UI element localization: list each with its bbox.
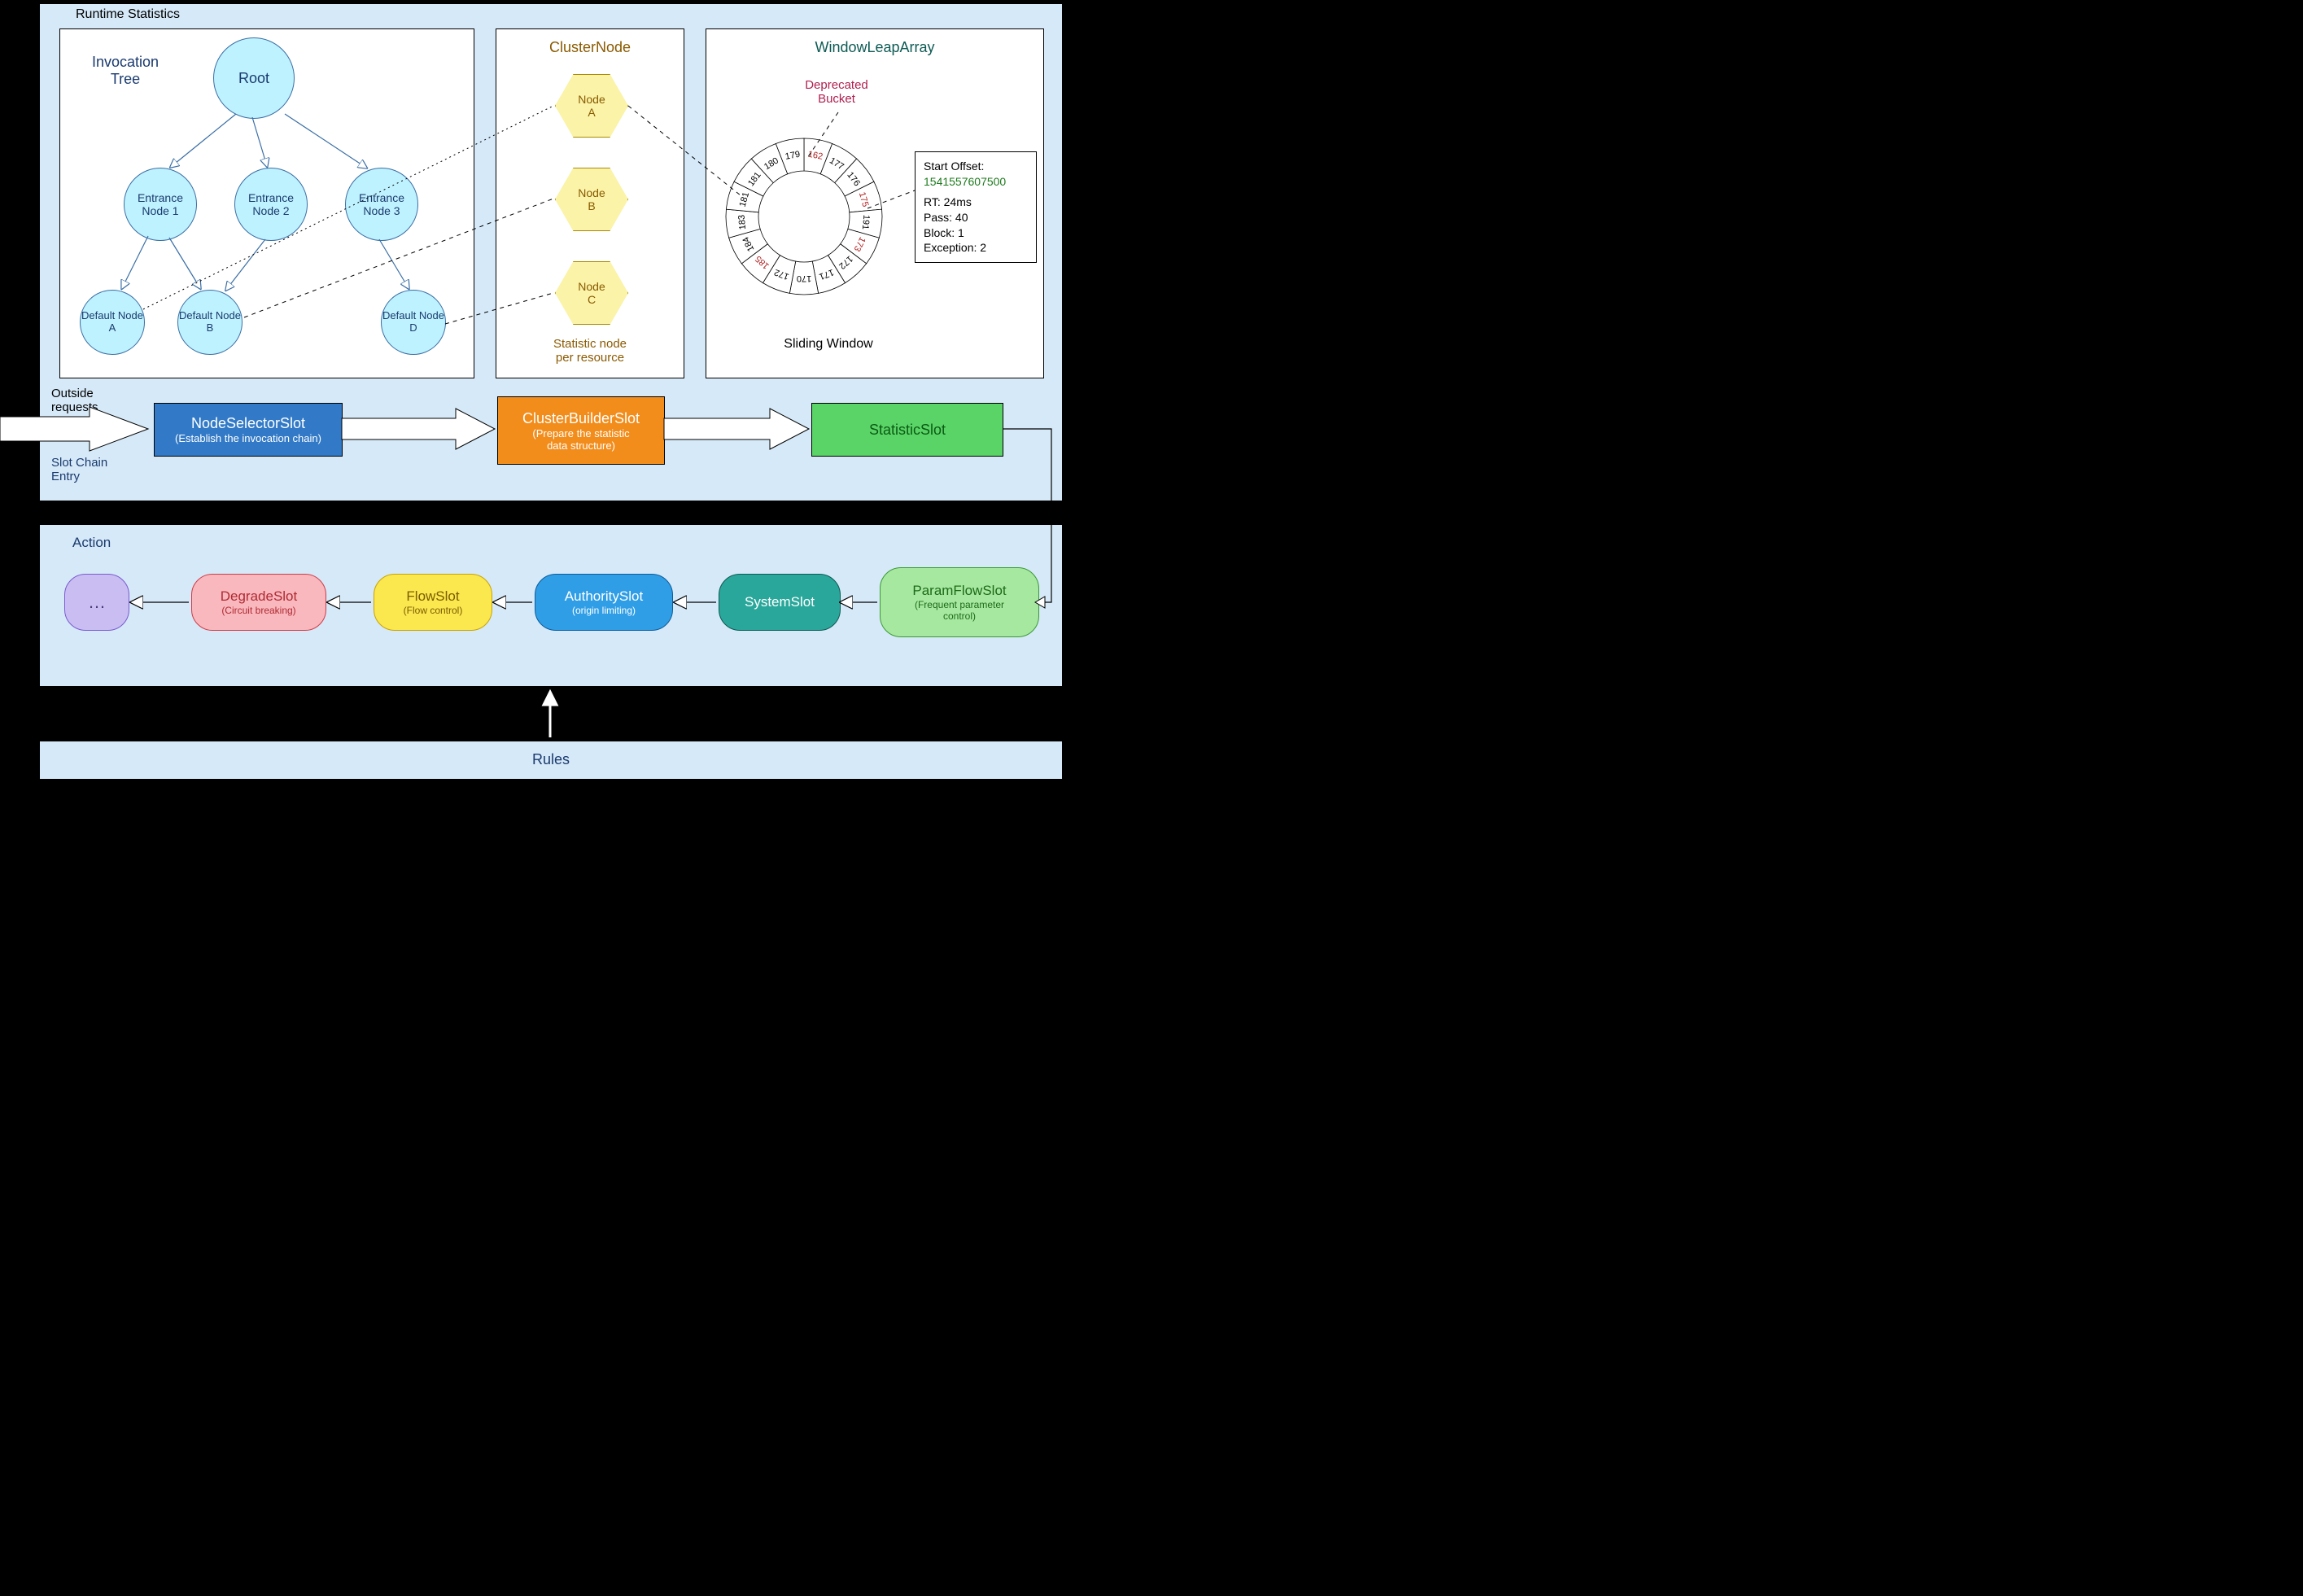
default-node-d: Default Node D: [381, 290, 446, 355]
cluster-builder-slot-sub: (Prepare the statistic data structure): [532, 427, 629, 452]
cluster-builder-slot: ClusterBuilderSlot (Prepare the statisti…: [497, 396, 665, 465]
node-selector-slot-name: NodeSelectorSlot: [191, 415, 305, 432]
cluster-node-panel: ClusterNode Node A Node B Node C Statist…: [496, 28, 684, 378]
sliding-window-caption: Sliding Window: [723, 337, 934, 352]
deprecated-bucket-label: Deprecated Bucket: [755, 78, 918, 106]
paramflow-slot-name: ParamFlowSlot: [912, 583, 1006, 599]
root-node: Root: [213, 37, 295, 119]
rules-panel: Rules: [39, 741, 1063, 780]
cluster-node-c: Node C: [555, 261, 628, 325]
node-selector-slot-sub: (Establish the invocation chain): [175, 432, 321, 444]
sliding-ring: 1621771761751911731721711701721851841831…: [714, 127, 894, 306]
rt-line: RT: 24ms: [924, 195, 1028, 210]
paramflow-slot: ParamFlowSlot (Frequent parameter contro…: [880, 567, 1039, 637]
node-selector-slot: NodeSelectorSlot (Establish the invocati…: [154, 403, 343, 457]
ring-value: 191: [860, 214, 872, 230]
runtime-stats-label: Runtime Statistics: [76, 7, 180, 22]
degrade-slot: DegradeSlot (Circuit breaking): [191, 574, 326, 631]
offset-label: Start Offset:: [924, 160, 984, 173]
default-node-a: Default Node A: [80, 290, 145, 355]
cluster-node-a: Node A: [555, 74, 628, 138]
ring-value: 170: [797, 273, 811, 283]
paramflow-slot-sub: (Frequent parameter control): [915, 599, 1004, 622]
bucket-info-box: Start Offset: 1541557607500 RT: 24ms Pas…: [915, 151, 1037, 263]
ring-value: 183: [737, 214, 749, 230]
block-line: Block: 1: [924, 225, 1028, 241]
default-node-b: Default Node B: [177, 290, 243, 355]
invocation-tree-title: Invocation Tree: [76, 54, 174, 88]
flow-slot: FlowSlot (Flow control): [374, 574, 492, 631]
action-label: Action: [72, 535, 111, 551]
degrade-slot-sub: (Circuit breaking): [221, 605, 295, 616]
statistic-slot-name: StatisticSlot: [869, 422, 946, 439]
offset-value: 1541557607500: [924, 174, 1028, 190]
entrance-node-1: Entrance Node 1: [124, 168, 197, 241]
cluster-builder-slot-name: ClusterBuilderSlot: [522, 410, 640, 427]
outside-requests-label: Outside requests: [51, 387, 98, 414]
flow-slot-name: FlowSlot: [406, 588, 459, 605]
runtime-stats-panel: Runtime Statistics Invocation Tree Root …: [39, 3, 1063, 501]
authority-slot-sub: (origin limiting): [572, 605, 636, 616]
degrade-slot-name: DegradeSlot: [221, 588, 298, 605]
more-slot-label: …: [88, 592, 106, 613]
entrance-node-3: Entrance Node 3: [345, 168, 418, 241]
system-slot-name: SystemSlot: [745, 594, 815, 610]
slot-chain-entry-label: Slot Chain Entry: [51, 456, 107, 483]
cluster-node-caption: Statistic node per resource: [496, 337, 684, 365]
statistic-slot: StatisticSlot: [811, 403, 1003, 457]
rules-label: Rules: [40, 751, 1062, 768]
pass-line: Pass: 40: [924, 210, 1028, 225]
authority-slot-name: AuthoritySlot: [565, 588, 643, 605]
action-panel: Action … DegradeSlot (Circuit breaking) …: [39, 524, 1063, 687]
authority-slot: AuthoritySlot (origin limiting): [535, 574, 673, 631]
system-slot: SystemSlot: [719, 574, 841, 631]
entrance-node-2: Entrance Node 2: [234, 168, 308, 241]
more-slot: …: [64, 574, 129, 631]
cluster-node-title: ClusterNode: [496, 39, 684, 56]
window-leap-panel: WindowLeapArray Deprecated Bucket 162177…: [706, 28, 1044, 378]
flow-slot-sub: (Flow control): [404, 605, 463, 616]
window-leap-title: WindowLeapArray: [706, 39, 1043, 56]
invocation-tree-panel: Invocation Tree Root Entrance Node 1 Ent…: [59, 28, 474, 378]
exception-line: Exception: 2: [924, 240, 1028, 256]
cluster-node-b: Node B: [555, 168, 628, 231]
